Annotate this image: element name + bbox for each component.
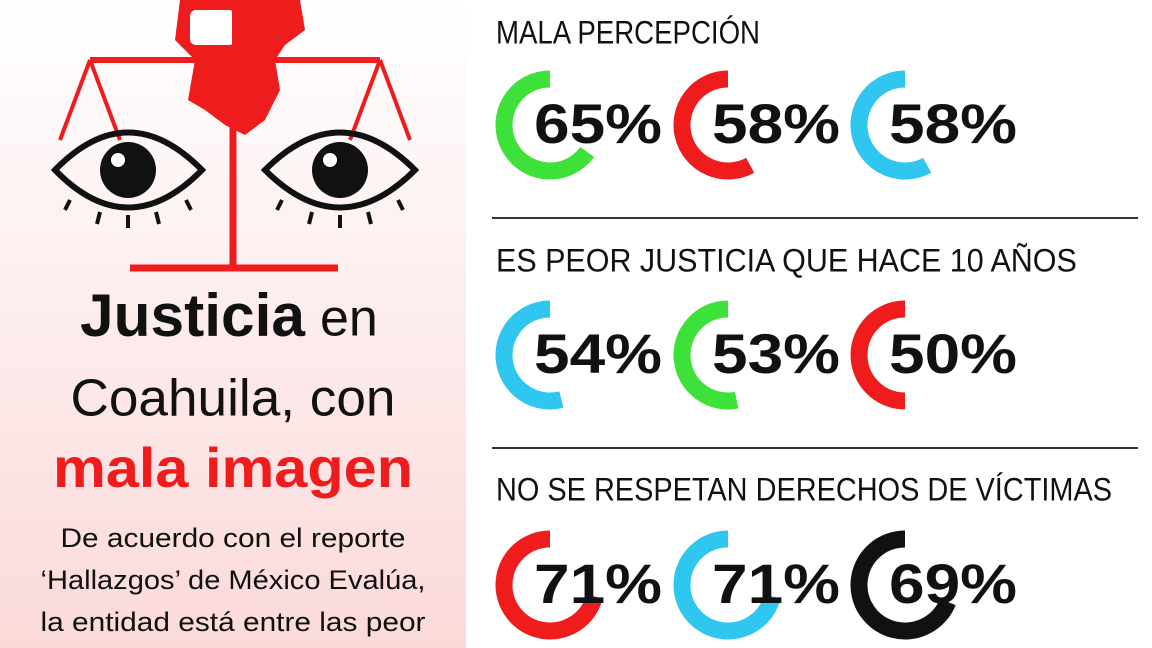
percent-label: 71%: [712, 552, 840, 615]
percent-arc: [495, 70, 595, 180]
section-title: ES PEOR JUSTICIA QUE HACE 10 AÑOS: [496, 242, 1077, 278]
percent-arc: [850, 70, 932, 180]
headline: Justicia: [80, 282, 306, 349]
percent-arc: [673, 70, 755, 180]
percent-label: 69%: [889, 552, 1017, 615]
percent-label: 58%: [889, 92, 1017, 155]
percent-label: 54%: [534, 322, 662, 385]
percent-arc: [495, 300, 564, 410]
percent-arc: [495, 530, 603, 640]
body-text: la entidad está entre las peor: [41, 607, 426, 637]
headline-highlight: mala imagen: [53, 436, 413, 499]
percent-arc: [673, 300, 739, 410]
percent-arc: [850, 530, 956, 640]
headline: en: [320, 290, 378, 348]
percent-arc: [850, 300, 906, 410]
percent-label: 71%: [534, 552, 662, 615]
body-text: De acuerdo con el reporte: [61, 523, 406, 553]
section-title: MALA PERCEPCIÓN: [496, 14, 760, 50]
headline: Coahuila, con: [71, 370, 396, 428]
percent-arc: [673, 530, 781, 640]
percent-label: 58%: [712, 92, 840, 155]
scale-illustration: [50, 0, 420, 272]
section-title: NO SE RESPETAN DERECHOS DE VÍCTIMAS: [496, 471, 1112, 507]
percent-label: 53%: [712, 322, 840, 385]
percent-label: 65%: [534, 92, 662, 155]
body-text: ‘Hallazgos’ de México Evalúa,: [41, 565, 426, 595]
percent-label: 50%: [889, 322, 1017, 385]
